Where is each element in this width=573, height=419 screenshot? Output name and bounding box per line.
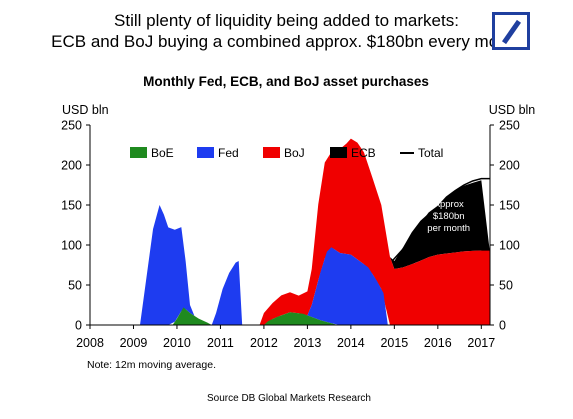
- y-tick-right-label: 100: [499, 239, 520, 253]
- series-area-boj: [259, 138, 490, 325]
- headline-line-2: ECB and BoJ buying a combined approx. $1…: [51, 32, 522, 51]
- chart-note: Note: 12m moving average.: [87, 359, 216, 371]
- legend-label-total: Total: [418, 146, 443, 160]
- legend-label-boe: BoE: [151, 146, 174, 160]
- deutsche-bank-logo-icon: [492, 12, 530, 50]
- x-tick-label: 2013: [293, 336, 321, 350]
- y-tick-right-label: 150: [499, 199, 520, 213]
- chart-title: Monthly Fed, ECB, and BoJ asset purchase…: [143, 74, 429, 89]
- y-axis-unit-left: USD bln: [62, 103, 109, 117]
- series-area-ecb: [385, 180, 490, 325]
- x-tick-label: 2009: [120, 336, 148, 350]
- annotation-line: Approx: [434, 199, 464, 210]
- y-tick-left-label: 50: [68, 279, 82, 293]
- y-tick-left-label: 250: [61, 119, 82, 133]
- y-tick-left-label: 200: [61, 159, 82, 173]
- legend-swatch-ecb: [330, 147, 347, 158]
- legend-swatch-boj: [263, 147, 280, 158]
- x-tick-label: 2014: [337, 336, 365, 350]
- x-tick-label: 2016: [424, 336, 452, 350]
- annotation-line: per month: [427, 223, 470, 234]
- x-tick-label: 2012: [250, 336, 278, 350]
- x-tick-label: 2010: [163, 336, 191, 350]
- x-tick-label: 2017: [467, 336, 495, 350]
- legend-label-fed: Fed: [218, 146, 239, 160]
- x-tick-label: 2011: [207, 336, 234, 350]
- y-tick-right-label: 0: [499, 319, 506, 333]
- x-tick-label: 2008: [76, 336, 104, 350]
- series-area-fed: [140, 205, 388, 325]
- legend-label-ecb: ECB: [351, 146, 376, 160]
- annotation-line: $180bn: [433, 211, 465, 222]
- legend-swatch-fed: [197, 147, 214, 158]
- legend-label-boj: BoJ: [284, 146, 305, 160]
- legend-swatch-boe: [130, 147, 147, 158]
- headline-line-1: Still plenty of liquidity being added to…: [114, 11, 459, 30]
- headline: Still plenty of liquidity being added to…: [0, 10, 573, 52]
- x-tick-label: 2015: [380, 336, 408, 350]
- y-tick-left-label: 0: [75, 319, 82, 333]
- series-line-total: [391, 177, 490, 262]
- y-tick-left-label: 100: [61, 239, 82, 253]
- series-area-boe: [172, 307, 338, 325]
- y-axis-unit-right: USD bln: [489, 103, 536, 117]
- y-tick-right-label: 200: [499, 159, 520, 173]
- y-tick-right-label: 250: [499, 119, 520, 133]
- chart-source: Source DB Global Markets Research: [207, 393, 371, 404]
- y-tick-left-label: 150: [61, 199, 82, 213]
- y-tick-right-label: 50: [499, 279, 513, 293]
